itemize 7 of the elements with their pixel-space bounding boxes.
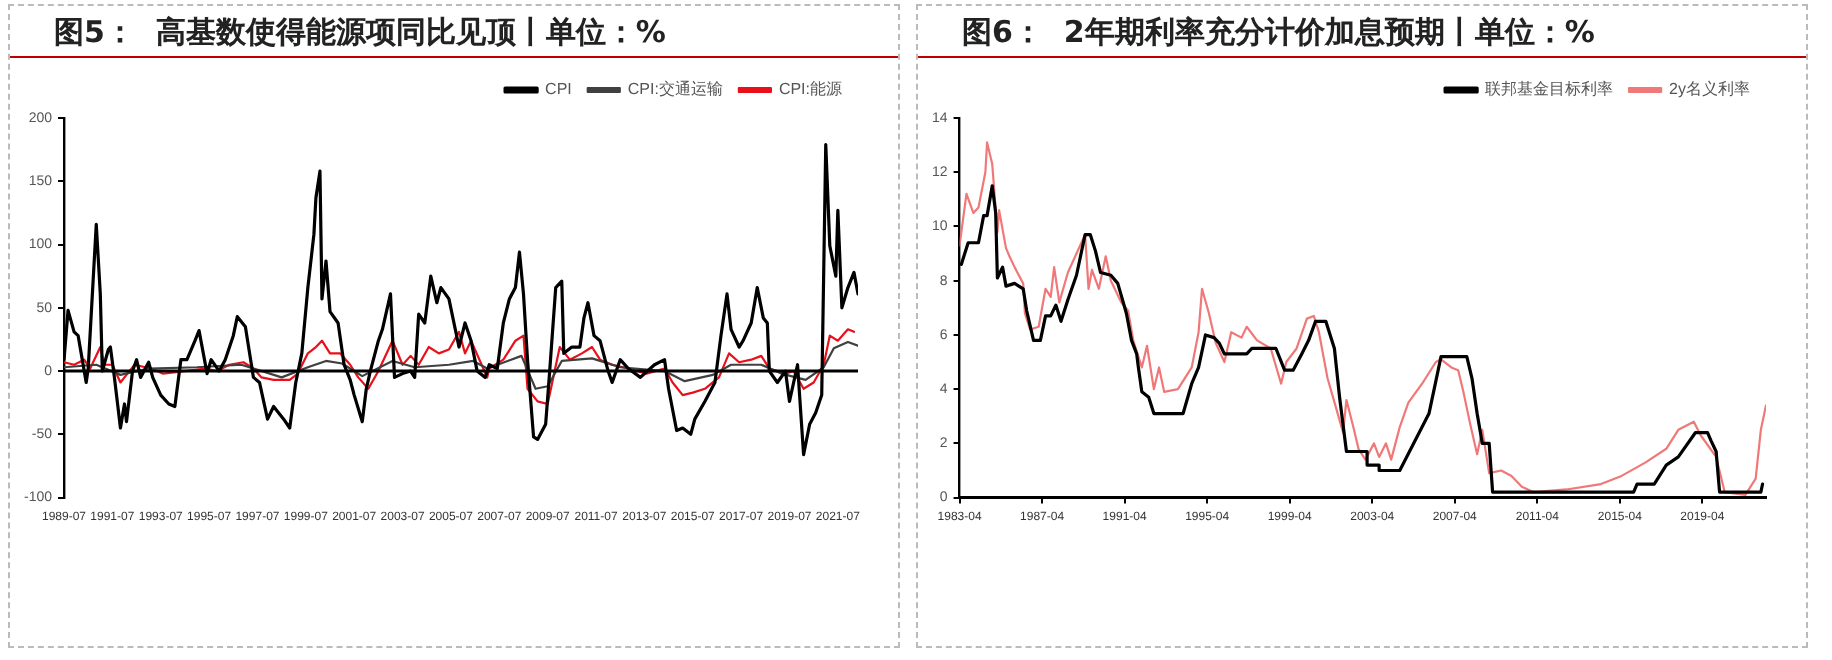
chart-title: 图5： 高基数使得能源项同比见顶丨单位：% <box>10 6 898 58</box>
legend-label: CPI:能源 <box>778 80 843 99</box>
chart-title: 图6： 2年期利率充分计价加息预期丨单位：% <box>918 6 1806 58</box>
legend-label: 联邦基金目标利率 <box>1485 80 1614 99</box>
legend-label: CPI <box>545 80 572 99</box>
legend-label: 2y名义利率 <box>1669 80 1751 99</box>
legend-label: CPI:交通运输 <box>627 80 723 99</box>
